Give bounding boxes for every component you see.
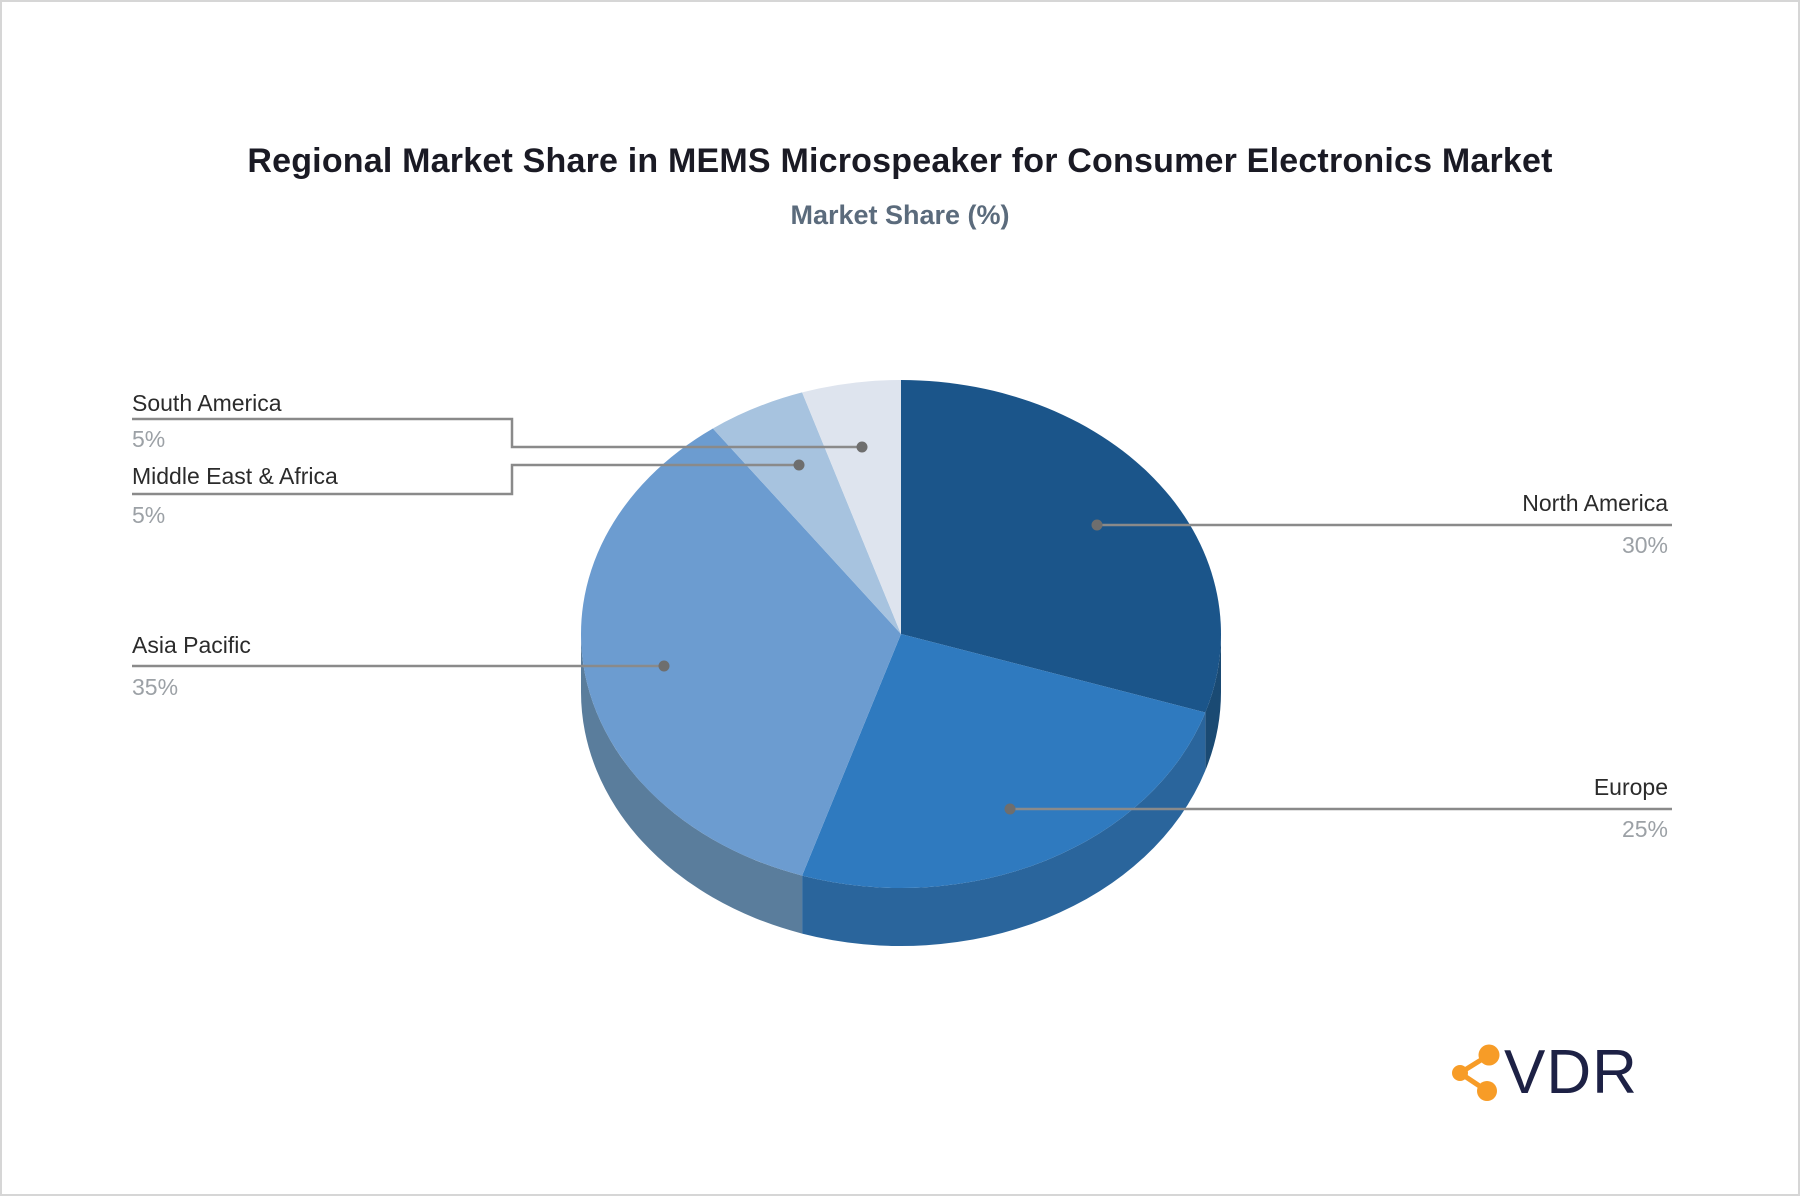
callout-dot-north-america [1091, 519, 1103, 531]
callout-value-europe: 25% [1621, 816, 1668, 842]
callout-label-asia-pacific: Asia Pacific [132, 632, 251, 658]
pie-slice-europe[interactable] [802, 634, 1206, 888]
logo-text: VDR [1504, 1038, 1638, 1107]
pie-slice-south-america[interactable] [802, 380, 901, 634]
callout-dot-europe [1004, 803, 1016, 815]
pie-slice-middle-east-africa[interactable] [712, 392, 901, 634]
vdr-logo: VDR [1446, 1038, 1666, 1108]
share-network-icon [1452, 1044, 1500, 1101]
pie-slice-side-north-america [1205, 634, 1221, 771]
callout-line-middle-east-africa [132, 463, 799, 496]
callout-value-north-america: 30% [1621, 532, 1668, 558]
chart-title: Regional Market Share in MEMS Microspeak… [247, 142, 1553, 180]
callout-label-europe: Europe [1593, 774, 1668, 800]
callout-dot-asia-pacific [658, 660, 670, 672]
callout-value-middle-east-africa: 5% [132, 502, 166, 528]
pie-slice-north-america[interactable] [901, 379, 1221, 713]
callout-dot-middle-east-africa [793, 459, 805, 471]
chart-subtitle: Market Share (%) [790, 200, 1010, 230]
callout-dot-south-america [856, 441, 868, 453]
pie-slice-side-asia-pacific [581, 634, 803, 934]
callout-label-middle-east-africa: Middle East & Africa [132, 463, 338, 489]
callout-label-south-america: South America [132, 390, 282, 416]
pie-slice-asia-pacific[interactable] [580, 428, 901, 876]
callout-line-south-america [132, 417, 862, 449]
callout-value-south-america: 5% [132, 426, 166, 452]
callout-value-asia-pacific: 35% [132, 674, 179, 700]
pie-slice-side-europe [802, 712, 1206, 947]
callout-label-north-america: North America [1522, 490, 1668, 516]
